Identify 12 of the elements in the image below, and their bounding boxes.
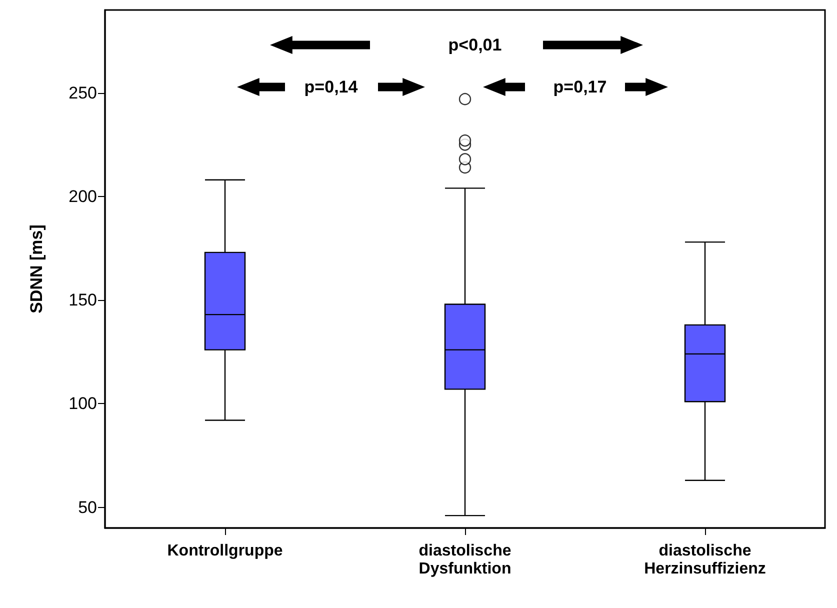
y-tick-label: 50 — [78, 498, 97, 517]
y-tick-label: 150 — [68, 290, 97, 310]
y-axis-title: SDNN [ms] — [27, 224, 46, 314]
annotation: p<0,01 — [448, 36, 502, 54]
x-tick-label: Kontrollgruppe — [167, 542, 283, 560]
annotation: p=0,14 — [304, 78, 358, 96]
x-tick-label: diastolische Dysfunktion — [418, 542, 512, 578]
annotation: p=0,17 — [553, 78, 607, 96]
y-tick-label: 100 — [68, 394, 97, 414]
y-tick-label: 200 — [68, 186, 97, 206]
y-tick-label: 250 — [68, 83, 97, 102]
x-tick-label: diastolische Herzinsuffizienz — [644, 542, 766, 578]
